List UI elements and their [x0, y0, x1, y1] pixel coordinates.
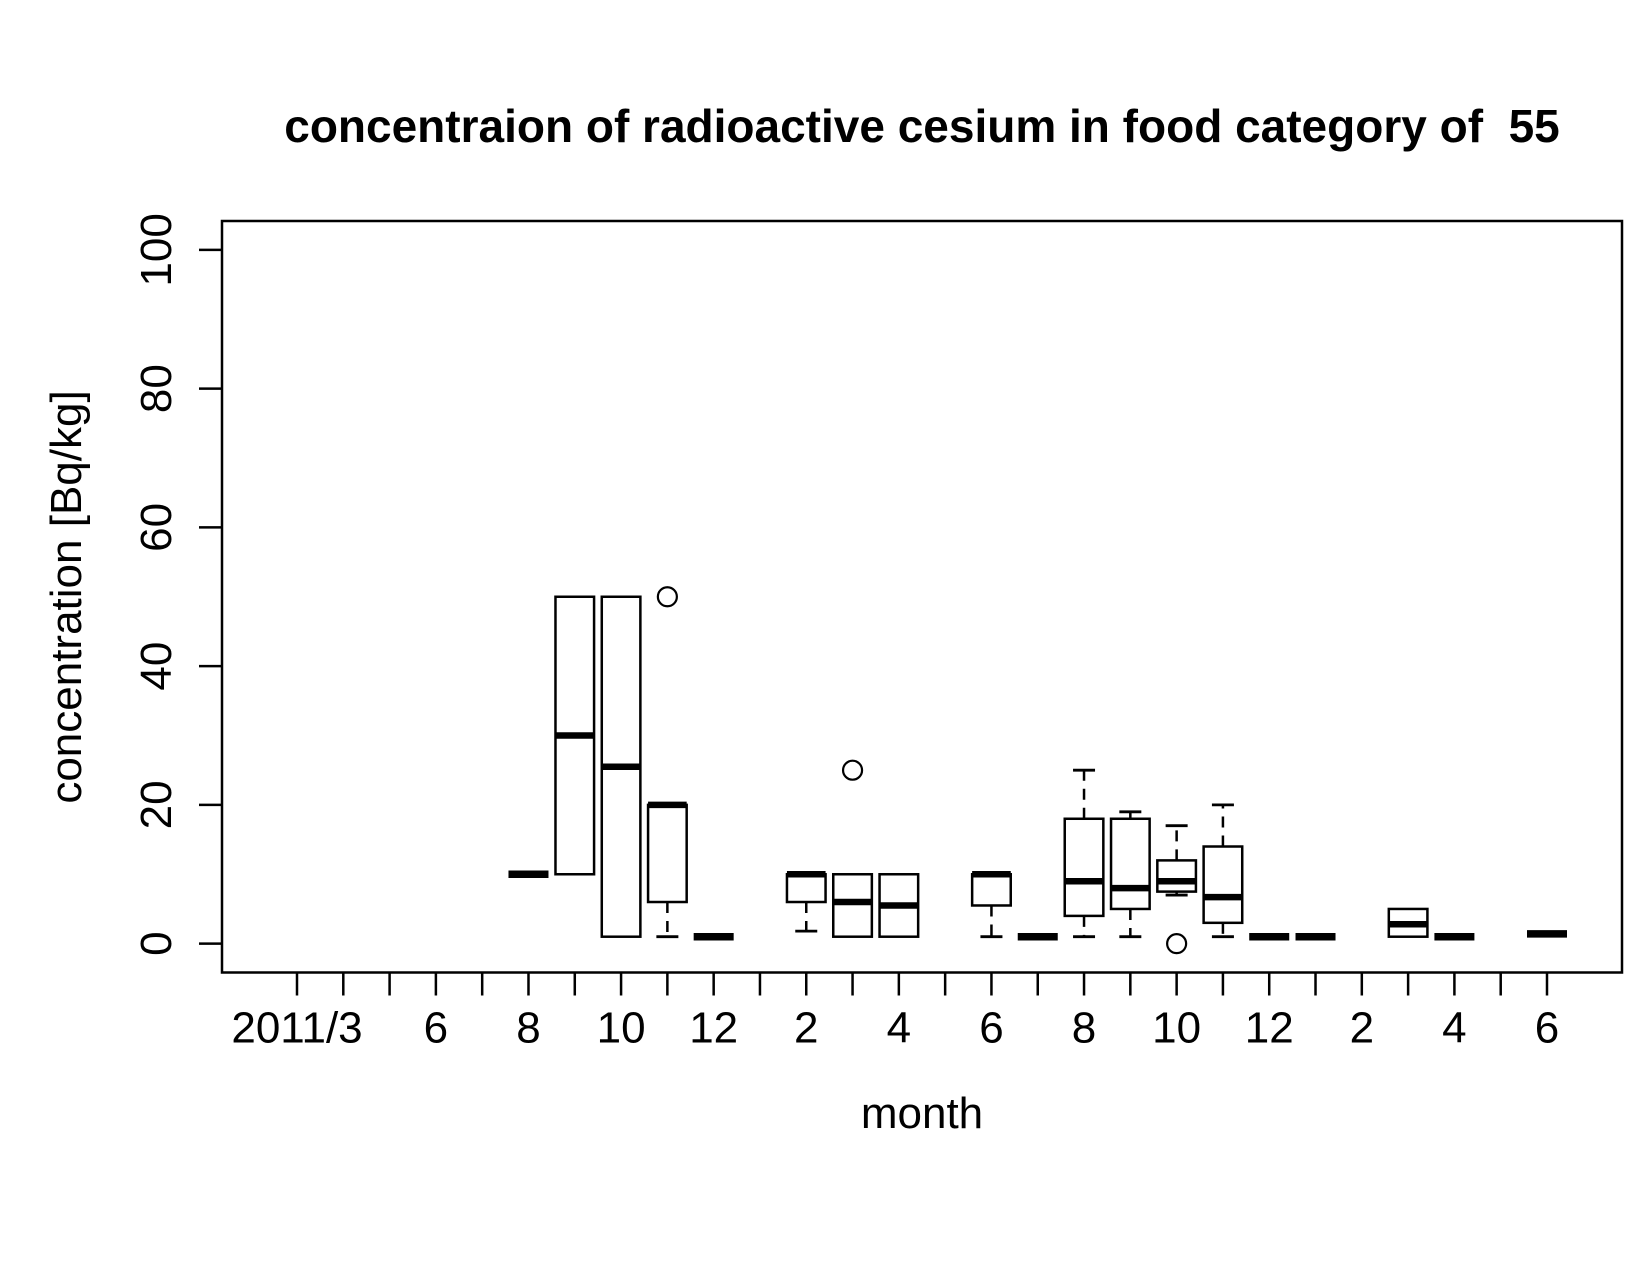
x-tick-label: 4 [1442, 1004, 1466, 1053]
x-tick-label: 12 [689, 1004, 738, 1053]
boxplot-month-2012/6 [970, 871, 1012, 939]
x-tick-label: 8 [1072, 1004, 1096, 1053]
boxplot-month-2012/8 [1063, 768, 1105, 939]
boxplot-month-2012/9 [1109, 810, 1151, 939]
box [970, 873, 1012, 907]
x-tick-label: 10 [597, 1004, 646, 1053]
x-tick-label: 2011/3 [231, 1004, 362, 1053]
box [785, 873, 827, 904]
chart-title: concentraion of radioactive cesium in fo… [284, 100, 1560, 152]
boxplot-month-2012/2 [785, 871, 827, 933]
boxplot-month-2013/3 [1387, 907, 1429, 938]
y-tick-label: 100 [132, 213, 181, 286]
boxplot-month-2012/10 [1156, 824, 1198, 955]
boxplot-month-2011/10 [600, 595, 642, 938]
outlier-point [656, 586, 678, 608]
box [1063, 817, 1105, 918]
y-tick-label: 0 [132, 931, 181, 955]
box [1202, 845, 1244, 925]
x-tick-label: 2 [794, 1004, 818, 1053]
x-axis-label: month [860, 1089, 984, 1138]
x-tick-label: 10 [1152, 1004, 1201, 1053]
boxplot-month-2012/3 [832, 759, 874, 938]
box [646, 803, 688, 904]
x-axis-tick-labels: 2011/3 6 8 10 12 2 4 6 8 10 12 2 4 6 [231, 1004, 1559, 1053]
box [1109, 817, 1151, 911]
boxplot-month-2012/11 [1202, 803, 1244, 939]
x-tick-label: 6 [1535, 1004, 1559, 1053]
x-axis-ticks [295, 972, 1549, 996]
y-tick-label: 40 [132, 642, 181, 691]
x-tick-label: 12 [1245, 1004, 1294, 1053]
outlier-point [1166, 933, 1188, 955]
boxplot-month-2012/4 [878, 873, 920, 938]
y-tick-label: 60 [132, 503, 181, 552]
x-tick-label: 4 [887, 1004, 911, 1053]
box [1156, 859, 1198, 893]
boxplot-month-2011/9 [554, 595, 596, 876]
y-axis-label: concentration [Bq/kg] [41, 390, 91, 804]
x-tick-label: 2 [1350, 1004, 1374, 1053]
y-axis-tick-labels: 0 20 40 60 80 100 [132, 213, 181, 956]
y-axis-ticks [199, 248, 222, 945]
outlier-point [841, 759, 864, 781]
box [832, 873, 874, 938]
y-tick-label: 20 [132, 780, 181, 829]
y-tick-label: 80 [132, 364, 181, 413]
x-tick-label: 6 [979, 1004, 1003, 1053]
x-tick-label: 6 [424, 1004, 448, 1053]
plot-box [220, 219, 1624, 974]
x-tick-label: 8 [516, 1004, 540, 1053]
boxplot-month-2011/11 [646, 586, 688, 939]
